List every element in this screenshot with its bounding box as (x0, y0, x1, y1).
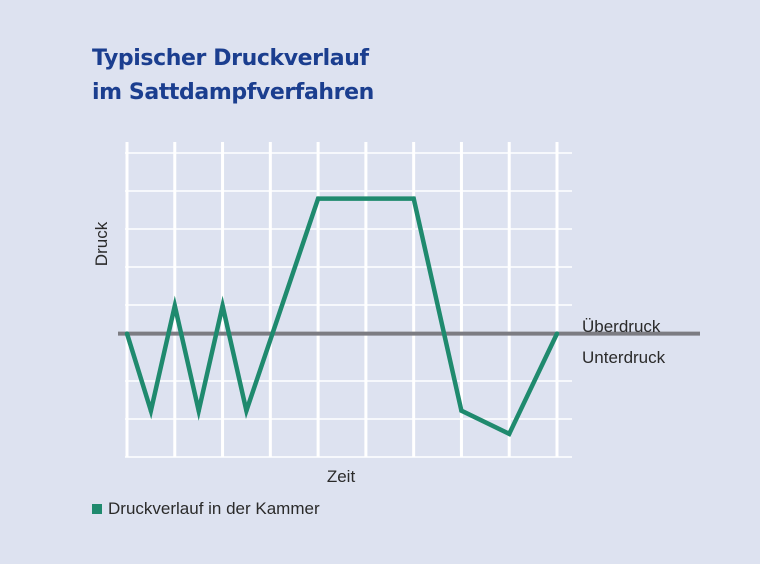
chart-title: Typischer Druckverlauf im Sattdampfverfa… (92, 42, 374, 110)
reference-label-below: Unterdruck (582, 348, 666, 367)
chart-title-line-2: im Sattdampfverfahren (92, 80, 374, 105)
chart-title-line-1: Typischer Druckverlauf (92, 46, 369, 71)
reference-label-above: Überdruck (582, 317, 661, 336)
series-point-1 (148, 408, 154, 413)
series-point-9 (507, 431, 512, 437)
legend-swatch (92, 504, 102, 514)
series-point-7 (411, 196, 416, 201)
series-point-10 (554, 331, 560, 336)
series-point-6 (315, 196, 321, 201)
series-line-druckverlauf (124, 196, 560, 437)
legend: Druckverlauf in der Kammer (92, 499, 320, 519)
series-point-0 (124, 331, 130, 336)
series-point-5 (244, 408, 249, 413)
series-point-3 (196, 408, 201, 413)
series-point-4 (220, 303, 225, 308)
y-axis-label: Druck (92, 221, 111, 266)
series-point-2 (172, 303, 177, 308)
x-axis-label: Zeit (327, 467, 356, 486)
series-point-8 (459, 408, 464, 413)
legend-label: Druckverlauf in der Kammer (108, 499, 320, 518)
